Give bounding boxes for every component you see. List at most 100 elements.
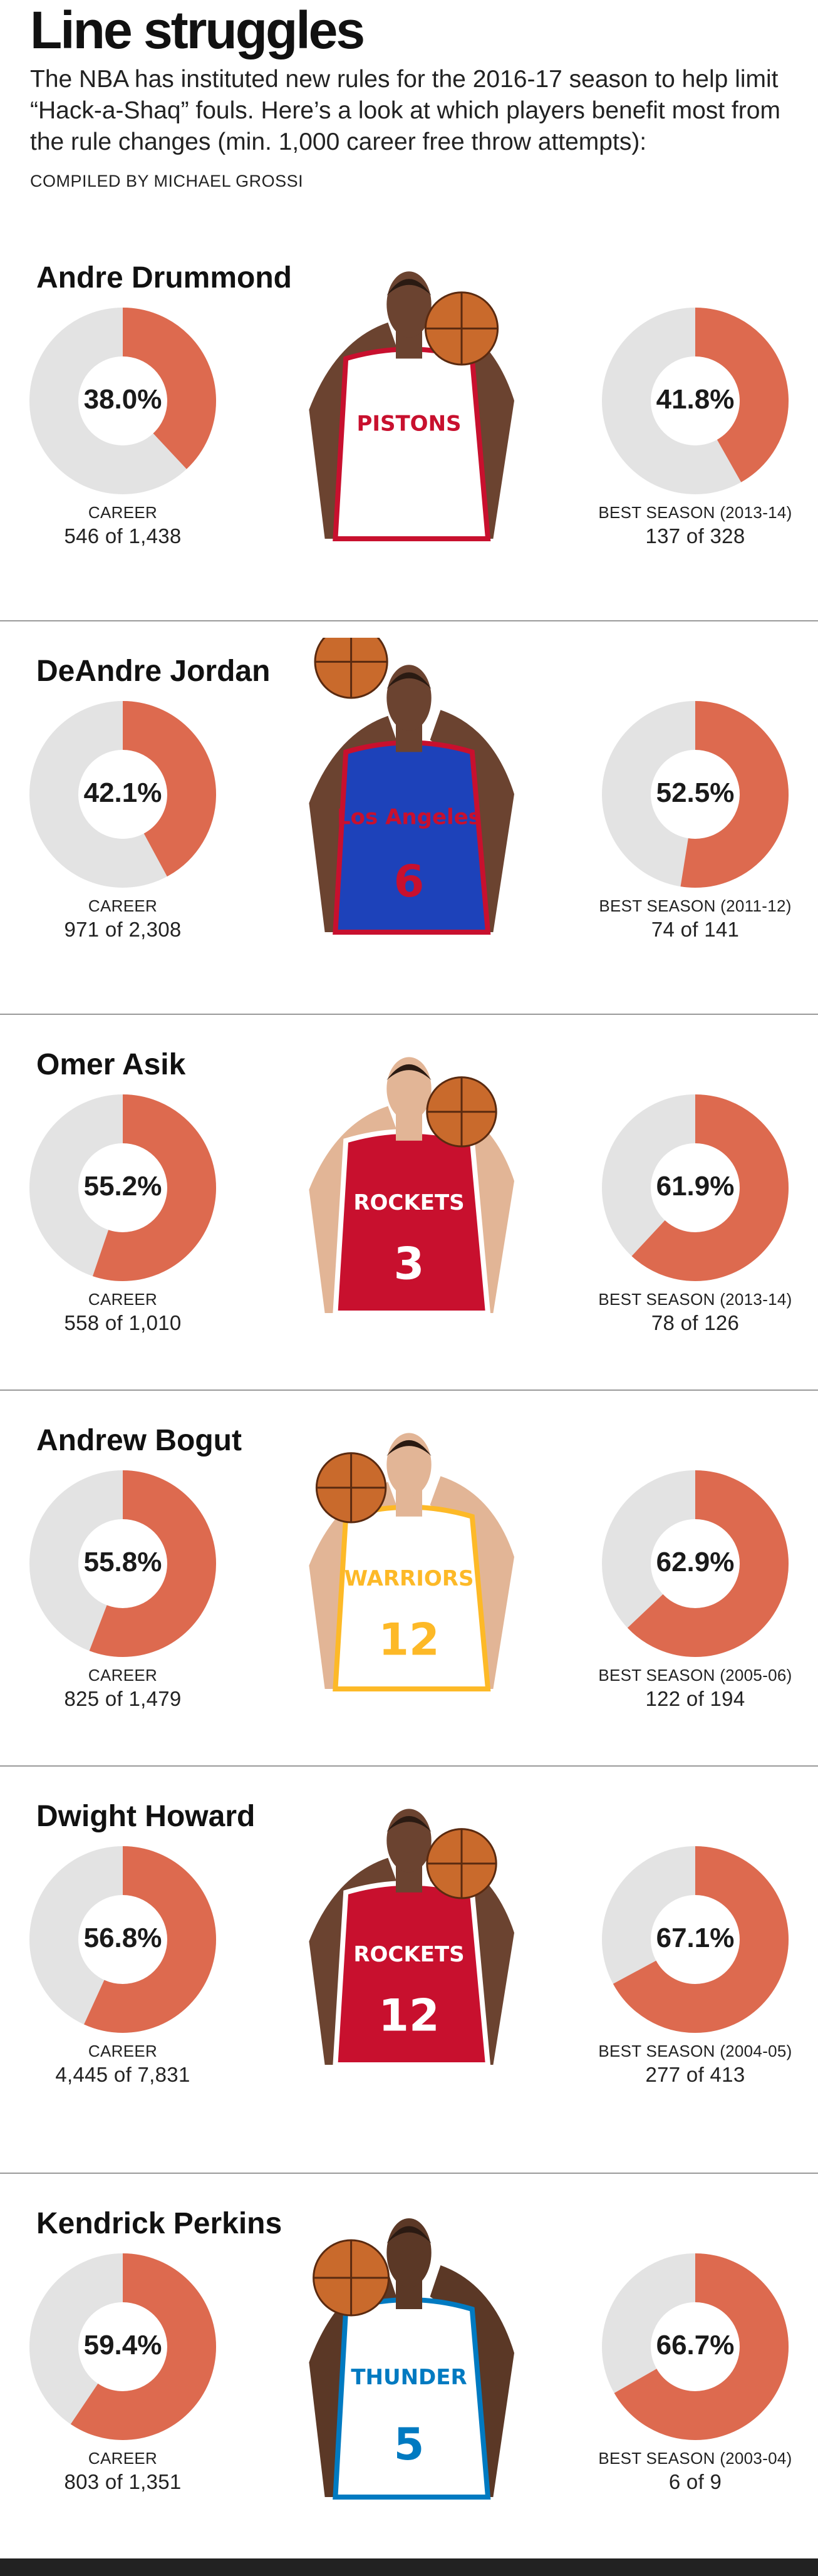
best-season-donut: 52.5% <box>601 700 789 888</box>
player-photo: ROCKETS 3 <box>277 1031 541 1319</box>
best-season-caption: BEST SEASON (2003-04) 6 of 9 <box>570 2447 818 2495</box>
percent-label: 61.9% <box>656 1171 735 1202</box>
donut-value-arc <box>602 1846 789 2033</box>
career-donut: 38.0% <box>29 307 217 495</box>
best-season-caption: BEST SEASON (2011-12) 74 of 141 <box>570 895 818 942</box>
section-divider <box>0 1765 818 1767</box>
header: Line struggles The NBA has instituted ne… <box>30 0 794 191</box>
career-donut: 59.4% <box>29 2253 217 2441</box>
made-attempts: 825 of 1,479 <box>64 1687 182 1710</box>
career-caption: CAREER 4,445 of 7,831 <box>29 2040 217 2087</box>
donut-value-arc <box>29 1094 216 1281</box>
player-hair <box>386 1064 432 1081</box>
caption-label: CAREER <box>88 1666 158 1685</box>
donut-value-arc <box>29 1846 216 2033</box>
player-row: PISTONS Andre Drummond 38.0% CAREER 546 of 1… <box>0 261 818 589</box>
player-hair <box>386 672 432 689</box>
player-row: ROCKETS 3 Omer Asik 55.2% CAREER 558 of 1,010… <box>0 1048 818 1363</box>
donut-value-arc <box>29 308 216 494</box>
best-season-donut: 66.7% <box>601 2253 789 2441</box>
best-season-caption: BEST SEASON (2013-14) 137 of 328 <box>570 501 818 549</box>
player-head <box>386 665 432 731</box>
donut-value-arc <box>602 308 789 494</box>
percent-label: 55.2% <box>83 1171 162 1202</box>
jersey-text: THUNDER <box>351 2365 467 2390</box>
percent-label: 41.8% <box>656 384 735 415</box>
caption-label: BEST SEASON (2004-05) <box>598 2042 792 2060</box>
player-row: Los Angeles 6 DeAndre Jordan 42.1% CAREER 971… <box>0 638 818 982</box>
caption-label: CAREER <box>88 2449 158 2468</box>
made-attempts: 74 of 141 <box>651 918 740 941</box>
made-attempts: 277 of 413 <box>645 2063 745 2086</box>
player-hair <box>386 2226 432 2243</box>
made-attempts: 78 of 126 <box>651 1311 740 1334</box>
footer-bar <box>0 2558 818 2576</box>
career-caption: CAREER 546 of 1,438 <box>29 501 217 549</box>
section-divider <box>0 2173 818 2174</box>
section-divider <box>0 1389 818 1391</box>
jersey-number: 12 <box>378 1990 439 2042</box>
credit-line: COMPILED BY MICHAEL GROSSI <box>30 172 304 190</box>
player-head <box>386 1057 432 1121</box>
basketball-seams <box>316 1453 386 1522</box>
percent-label: 56.8% <box>83 1923 162 1953</box>
player-row: ROCKETS 12 Dwight Howard 56.8% CAREER 4,445 o… <box>0 1800 818 2115</box>
jersey-text: ROCKETS <box>353 1190 464 1215</box>
basketball-seams <box>427 1829 497 1898</box>
jersey-text: ROCKETS <box>353 1942 464 1967</box>
career-donut: 42.1% <box>29 700 217 888</box>
donut-value-arc <box>602 1094 789 1281</box>
made-attempts: 971 of 2,308 <box>64 918 182 941</box>
best-season-donut: 61.9% <box>601 1094 789 1282</box>
caption-label: BEST SEASON (2013-14) <box>598 503 792 522</box>
caption-label: BEST SEASON (2005-06) <box>598 1666 792 1685</box>
player-row: WARRIORS 12 Andrew Bogut 55.8% CAREER 825 of … <box>0 1424 818 1739</box>
donut-value-arc <box>29 1470 216 1657</box>
percent-label: 52.5% <box>656 777 735 808</box>
made-attempts: 546 of 1,438 <box>64 524 182 548</box>
caption-label: CAREER <box>88 896 158 915</box>
career-donut: 55.8% <box>29 1470 217 1658</box>
jersey-number: 6 <box>394 856 425 907</box>
player-photo: Los Angeles 6 <box>277 638 541 938</box>
jersey-number: 5 <box>394 2419 425 2470</box>
career-donut: 55.2% <box>29 1094 217 1282</box>
jersey-text: WARRIORS <box>344 1566 474 1591</box>
section-divider <box>0 1014 818 1015</box>
percent-label: 59.4% <box>83 2330 162 2360</box>
basketball-seams <box>315 638 388 698</box>
best-season-donut: 67.1% <box>601 1846 789 2033</box>
career-donut: 56.8% <box>29 1846 217 2033</box>
player-jersey <box>333 346 491 541</box>
career-caption: CAREER 558 of 1,010 <box>29 1288 217 1336</box>
basketball-seams <box>425 292 498 365</box>
caption-label: CAREER <box>88 2042 158 2060</box>
jersey-text: Los Angeles <box>337 805 481 830</box>
made-attempts: 6 of 9 <box>668 2470 722 2493</box>
percent-label: 62.9% <box>656 1547 735 1577</box>
player-row: THUNDER 5 Kendrick Perkins 59.4% CAREER 803 o… <box>0 2207 818 2547</box>
player-hair <box>386 279 432 296</box>
best-season-caption: BEST SEASON (2005-06) 122 of 194 <box>570 1664 818 1711</box>
player-head <box>386 271 432 338</box>
donut-value-arc <box>602 2253 789 2440</box>
percent-label: 55.8% <box>83 1547 162 1577</box>
player-hair <box>386 1440 432 1457</box>
player-name: Kendrick Perkins <box>36 2207 282 2240</box>
basketball-seams <box>427 1077 497 1146</box>
page-title: Line struggles <box>30 1 365 60</box>
career-caption: CAREER 971 of 2,308 <box>29 895 217 942</box>
jersey-number: 3 <box>394 1239 425 1290</box>
made-attempts: 803 of 1,351 <box>64 2470 182 2493</box>
jersey-number: 12 <box>378 1614 439 1666</box>
best-season-caption: BEST SEASON (2004-05) 277 of 413 <box>570 2040 818 2087</box>
made-attempts: 122 of 194 <box>645 1687 745 1710</box>
jersey-text: PISTONS <box>356 412 461 437</box>
player-head <box>386 1809 432 1872</box>
donut-value-arc <box>602 1470 789 1657</box>
percent-label: 42.1% <box>83 777 162 808</box>
career-caption: CAREER 825 of 1,479 <box>29 1664 217 1711</box>
player-photo: ROCKETS 12 <box>277 1783 541 2071</box>
made-attempts: 4,445 of 7,831 <box>55 2063 190 2086</box>
percent-label: 38.0% <box>83 384 162 415</box>
